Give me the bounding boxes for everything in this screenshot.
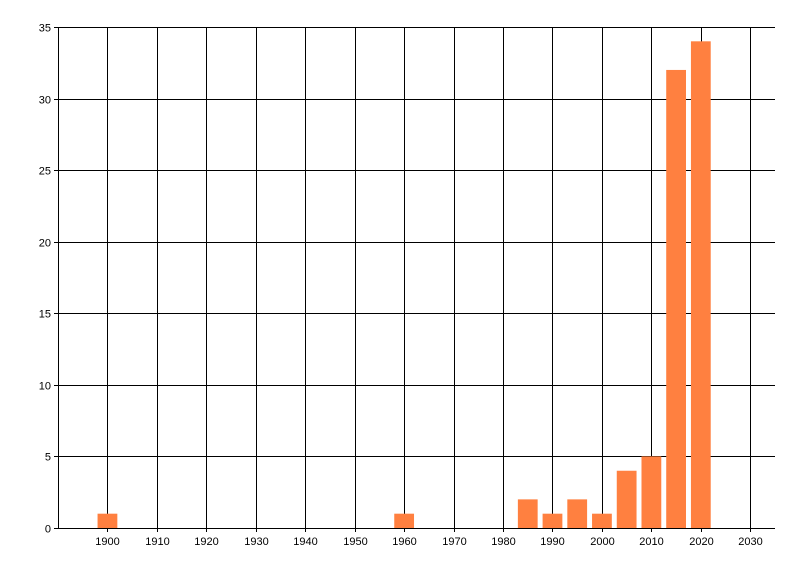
bar-1985 (517, 499, 538, 528)
x-tick-label: 2030 (738, 536, 762, 548)
bar-2005 (616, 470, 637, 528)
y-tick-label: 10 (39, 381, 51, 393)
x-tick-label: 1940 (293, 536, 317, 548)
bar-2010 (641, 456, 662, 528)
x-tick-label: 1970 (442, 536, 466, 548)
y-tick-label: 0 (45, 524, 51, 536)
bars (97, 41, 711, 529)
bar-2015 (666, 69, 686, 528)
y-tick-label: 25 (39, 166, 51, 178)
x-tick-label: 1920 (194, 536, 218, 548)
x-tick-label: 2020 (689, 536, 713, 548)
x-tick-label: 1930 (244, 536, 268, 548)
x-tick-label: 1980 (491, 536, 515, 548)
y-tick-label: 20 (39, 238, 51, 250)
y-tick-label: 35 (39, 23, 51, 35)
bar-1960 (394, 513, 415, 528)
axes: 0 5 10 15 20 25 30 35 1900 1910 1920 1930 1940 1950 19… (39, 23, 775, 548)
bar-1995 (567, 499, 588, 528)
x-tick-label: 1950 (343, 536, 367, 548)
bar-2020 (690, 41, 711, 529)
bar-1900 (97, 513, 118, 528)
bar-1990 (542, 513, 563, 528)
x-tick-label: 2010 (639, 536, 663, 548)
y-tick-label: 15 (39, 309, 51, 321)
x-tick-label: 1900 (95, 536, 119, 548)
grid (54, 27, 775, 532)
bar-2000 (592, 513, 612, 528)
y-tick-label: 5 (45, 452, 51, 464)
y-tick-label: 30 (39, 95, 51, 107)
x-tick-label: 2000 (590, 536, 614, 548)
x-tick-label: 1960 (392, 536, 416, 548)
x-tick-label: 1910 (145, 536, 169, 548)
x-tick-label: 1990 (540, 536, 564, 548)
